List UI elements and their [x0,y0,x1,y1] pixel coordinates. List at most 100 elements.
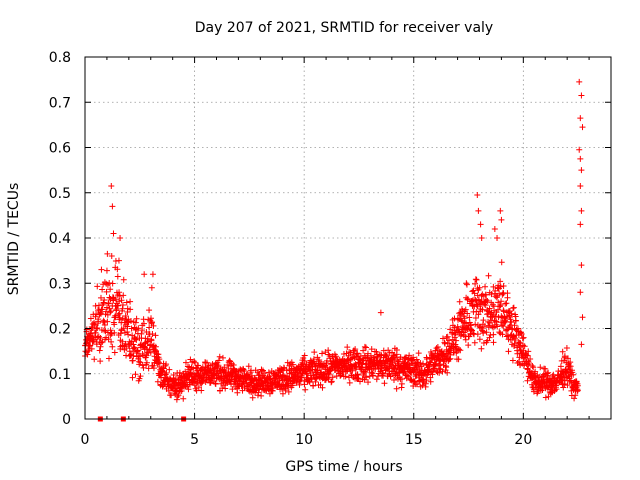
peak-point [577,182,584,189]
data-point [255,389,262,396]
data-point [495,314,502,321]
data-point [94,334,101,341]
data-point [512,337,519,344]
data-point [319,350,326,357]
data-point [120,292,127,299]
data-point [527,355,534,362]
data-point [118,297,125,304]
data-point [457,347,464,354]
data-point [520,355,527,362]
data-point [574,387,581,394]
data-point [129,374,136,381]
data-point [439,368,446,375]
data-point [96,347,103,354]
y-tick-label: 0.4 [49,231,71,247]
peak-point [149,271,156,278]
data-point [363,374,370,381]
data-point [107,308,114,315]
data-point [471,339,478,346]
data-point [214,363,221,370]
data-point [375,373,382,380]
chart-title: Day 207 of 2021, SRMTID for receiver val… [195,20,493,36]
data-point [239,381,246,388]
data-point [510,305,517,312]
data-point [154,378,161,385]
data-point [163,361,170,368]
data-point [124,328,131,335]
data-point [490,339,497,346]
data-point [456,298,463,305]
data-point [327,367,334,374]
data-point [560,384,567,391]
data-point [498,259,505,266]
data-point [537,364,544,371]
data-point [266,390,273,397]
data-point [361,343,368,350]
data-point [446,337,453,344]
peak-point [148,284,155,291]
data-point [485,272,492,279]
data-point [217,370,224,377]
data-point [127,298,134,305]
data-point [360,347,367,354]
data-point [405,361,412,368]
data-point [101,327,108,334]
data-point [441,339,448,346]
data-point [529,363,536,370]
data-point [187,369,194,376]
peak-point [578,207,585,214]
x-axis-label: GPS time / hours [285,459,402,475]
data-point [470,287,477,294]
data-point [567,377,574,384]
data-point [311,349,318,356]
y-tick-label: 0.6 [49,141,71,157]
data-point [319,384,326,391]
data-point [103,304,110,311]
data-point [365,379,372,386]
peak-point [497,207,504,214]
data-point [525,348,532,355]
data-point [130,341,137,348]
peak-point [577,155,584,162]
data-point [129,357,136,364]
data-point [567,363,574,370]
data-point [107,286,114,293]
data-point [258,392,265,399]
data-point [542,365,549,372]
data-point [500,323,507,330]
data-point [472,315,479,321]
data-point [420,376,427,383]
data-point [559,348,566,355]
data-point [133,336,140,343]
data-point [99,286,106,293]
data-point [496,329,503,336]
data-point [447,355,454,362]
y-axis-label: SRMTID / TECUs [6,183,22,296]
peak-point [117,235,124,241]
peak-point [577,115,584,122]
data-point [419,382,426,389]
data-point [472,280,479,287]
data-point [176,369,183,376]
data-point [289,361,296,368]
peak-point [463,280,470,287]
data-point [472,321,479,328]
data-point [415,350,422,357]
data-point [389,349,396,356]
data-point [108,253,115,260]
data-point [486,305,493,312]
data-point [137,373,144,380]
data-point [480,330,487,337]
data-point [417,360,424,367]
data-point [455,356,462,363]
data-point [88,323,95,330]
data-point [113,306,120,313]
data-point [387,373,394,380]
data-point [282,387,289,394]
data-point [441,340,448,347]
data-point [98,339,105,346]
data-point [510,304,517,311]
data-point [148,315,155,322]
data-point [512,317,519,324]
